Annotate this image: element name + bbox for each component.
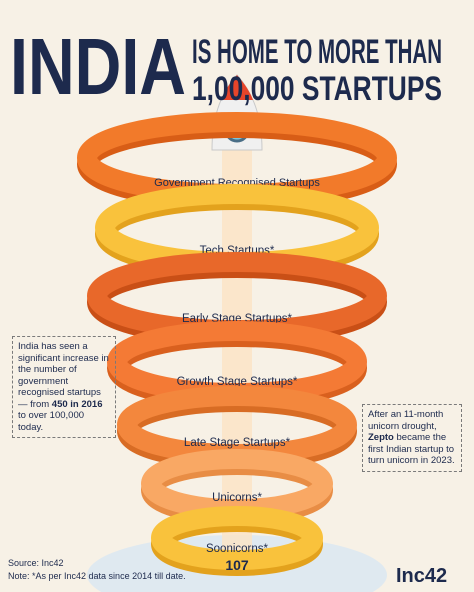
- title-line: 1,00,000 STARTUPS: [192, 70, 442, 108]
- ring: [151, 506, 323, 570]
- logo: Inc42: [396, 565, 447, 587]
- ring-label: Soonicorns*: [206, 543, 269, 555]
- ring-label: Late Stage Startups*: [184, 437, 291, 449]
- note-text: to over 100,000 today.: [18, 410, 85, 433]
- ring-label: Unicorns*: [212, 492, 262, 504]
- note-text: India has seen a significant increase in…: [18, 341, 109, 410]
- right-note: After an 11-month unicorn drought, Zepto…: [362, 404, 462, 472]
- ring-value: 107: [225, 557, 249, 573]
- rocket-nose: [221, 75, 253, 100]
- note-bold: Zepto: [368, 432, 394, 443]
- note-text: After an 11-month unicorn drought,: [368, 409, 444, 432]
- title-line: IS HOME TO MORE THAN: [192, 33, 442, 71]
- footnote: Note: *As per Inc42 data since 2014 till…: [8, 571, 186, 581]
- source: Source: Inc42: [8, 558, 64, 568]
- title-big: INDIA: [10, 22, 186, 111]
- left-note: India has seen a significant increase in…: [12, 336, 116, 438]
- note-bold: 450 in 2016: [51, 398, 103, 410]
- rocket-trail: [222, 150, 252, 550]
- ring-label: Growth Stage Startups*: [177, 376, 298, 388]
- note-text: became the first Indian startup to turn …: [368, 432, 455, 466]
